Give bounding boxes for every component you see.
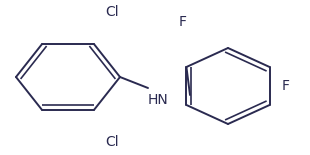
Text: F: F: [179, 15, 187, 29]
Text: F: F: [282, 79, 290, 93]
Text: Cl: Cl: [105, 135, 119, 149]
Text: HN: HN: [148, 93, 168, 107]
Text: Cl: Cl: [105, 5, 119, 19]
